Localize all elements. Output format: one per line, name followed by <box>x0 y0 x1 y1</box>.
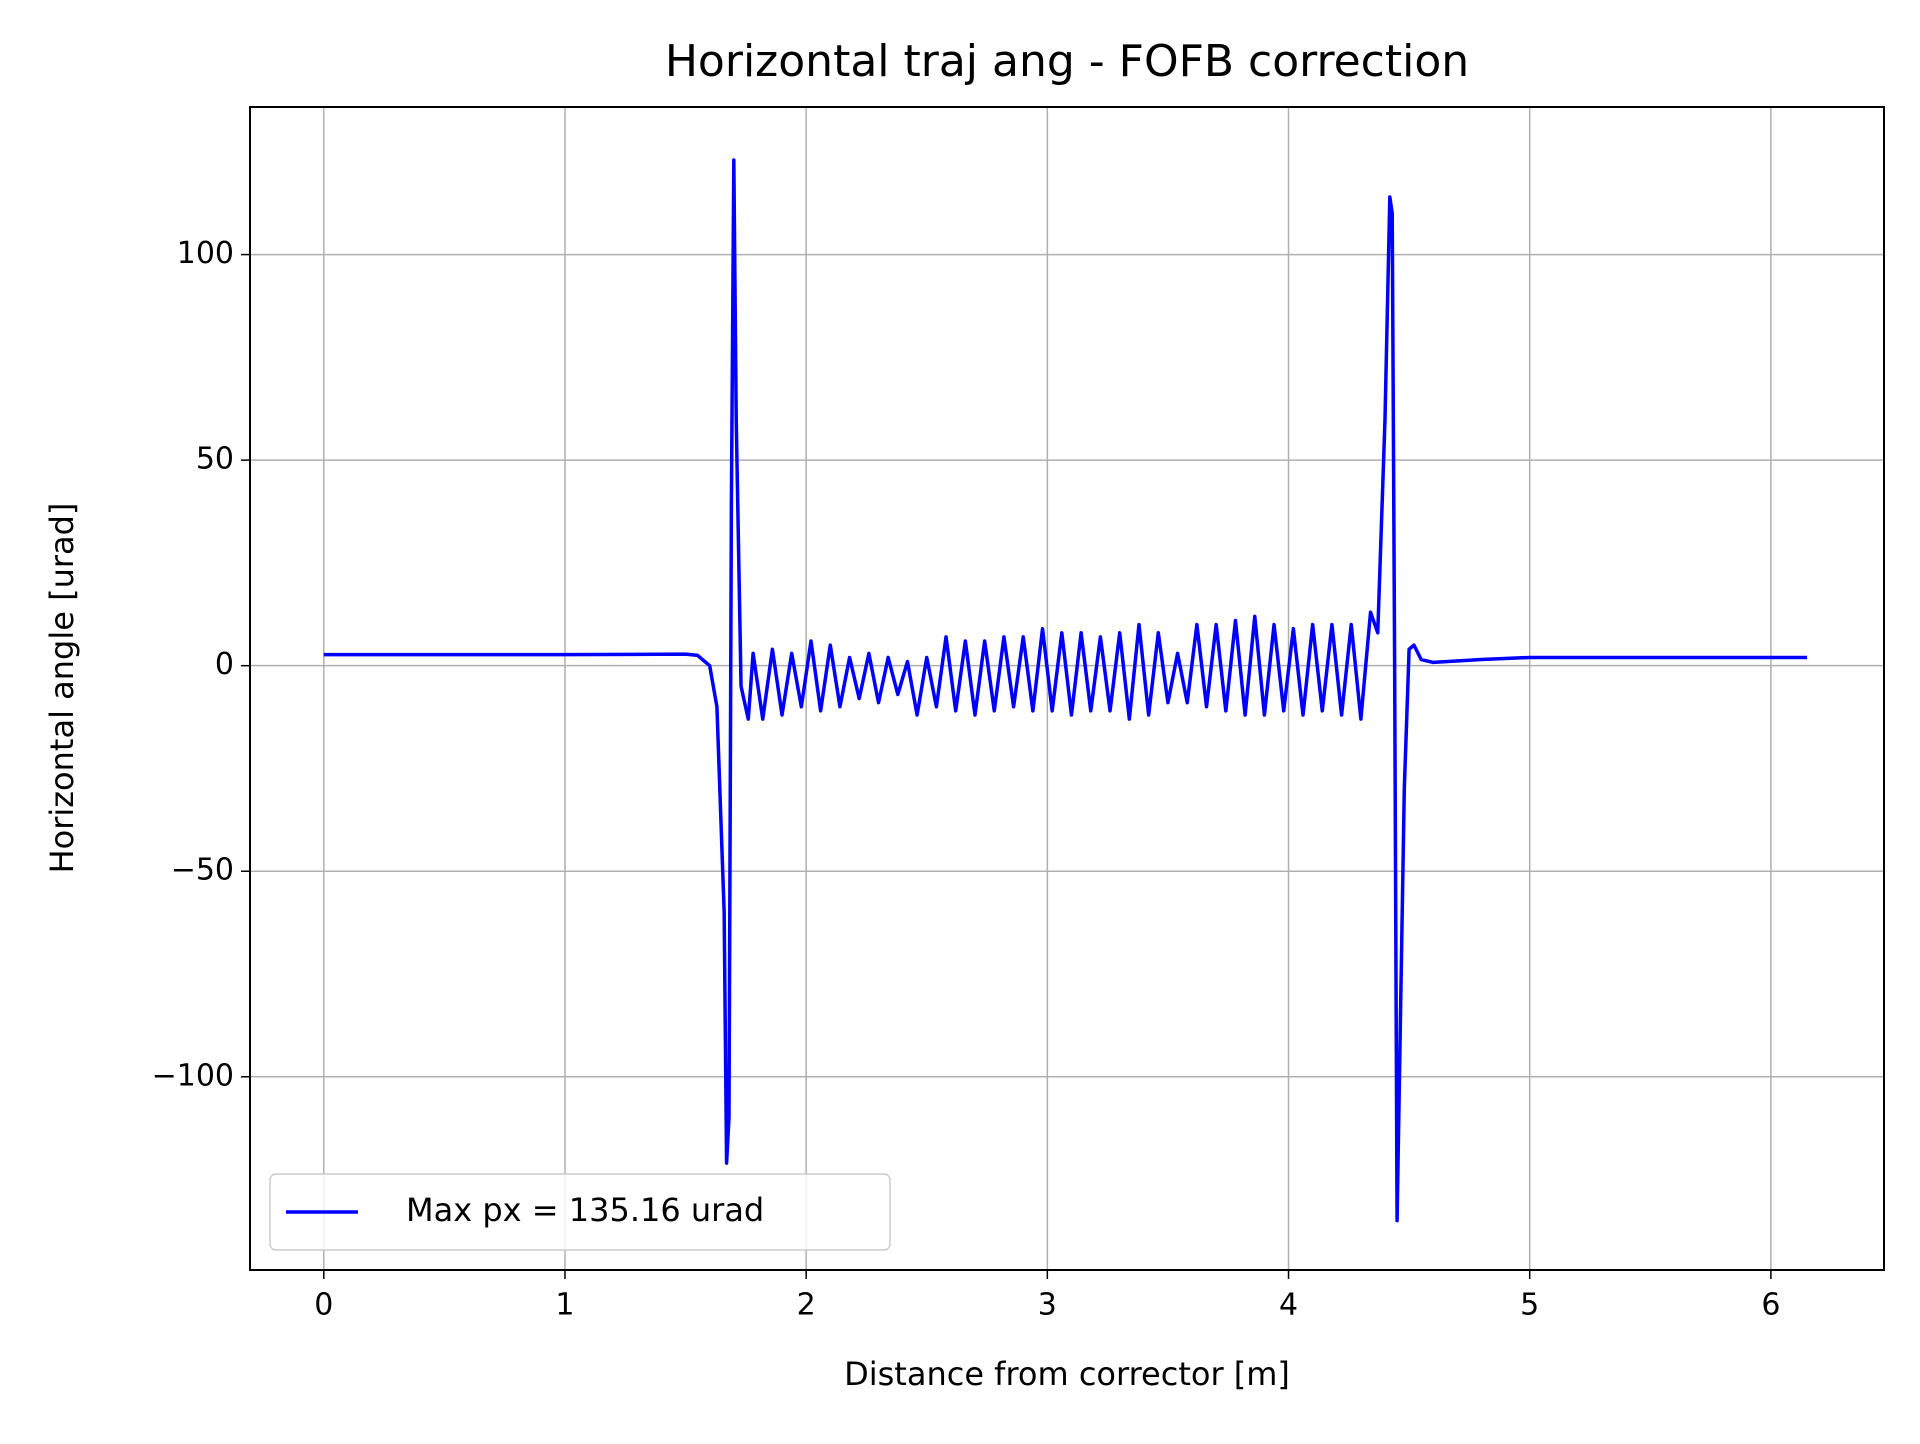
plot-frame <box>249 106 1885 1271</box>
x-axis-label: Distance from corrector [m] <box>844 1355 1290 1393</box>
x-tick-label: 3 <box>1038 1288 1057 1323</box>
x-tick-label: 1 <box>555 1288 574 1323</box>
x-tick-label: 6 <box>1761 1288 1780 1323</box>
legend-label: Max px = 135.16 urad <box>406 1191 764 1229</box>
y-tick-label: 100 <box>177 236 234 271</box>
x-tick-label: 4 <box>1279 1288 1298 1323</box>
x-tick-label: 5 <box>1520 1288 1539 1323</box>
y-tick-label: 0 <box>215 647 234 682</box>
y-axis-label: Horizontal angle [urad] <box>43 503 81 874</box>
x-tick-label: 0 <box>314 1288 333 1323</box>
y-tick-label: −100 <box>152 1058 234 1093</box>
legend: Max px = 135.16 urad <box>269 1173 891 1251</box>
y-tick-label: 50 <box>196 442 234 477</box>
x-tick-label: 2 <box>797 1288 816 1323</box>
y-tick-label: −50 <box>171 853 234 888</box>
chart-title: Horizontal traj ang - FOFB correction <box>665 36 1469 87</box>
data-line <box>323 158 1808 1223</box>
legend-box <box>269 1173 891 1251</box>
